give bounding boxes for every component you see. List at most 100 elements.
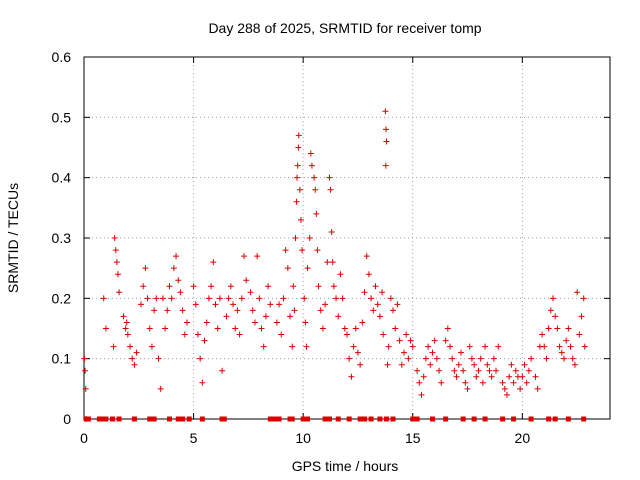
data-point [219, 367, 226, 374]
data-point-zero [103, 416, 109, 422]
data-point [368, 295, 375, 302]
data-point [312, 186, 319, 193]
data-point [258, 325, 265, 332]
data-point-zero [109, 416, 115, 422]
data-point [372, 283, 379, 290]
data-point [112, 247, 119, 254]
data-point [556, 343, 563, 350]
data-point [162, 325, 169, 332]
data-point [521, 361, 528, 368]
data-point [311, 174, 318, 181]
data-point [482, 343, 489, 350]
data-point [429, 349, 436, 356]
data-point [462, 379, 469, 386]
data-point [344, 331, 350, 338]
data-point [225, 295, 232, 302]
data-point [168, 295, 175, 302]
data-point [123, 319, 130, 326]
data-point-zero [552, 416, 558, 422]
data-point [314, 247, 321, 254]
data-point [181, 331, 188, 338]
data-point [354, 349, 361, 356]
data-point [175, 277, 182, 284]
x-tick-label: 5 [190, 430, 198, 446]
data-point [422, 355, 429, 362]
data-point [361, 289, 368, 296]
y-tick-label: 0.2 [52, 290, 72, 306]
data-point-zero [289, 416, 295, 422]
data-point [468, 355, 475, 362]
data-point [384, 361, 391, 368]
data-point [319, 325, 326, 332]
data-point [124, 331, 131, 338]
data-point [453, 373, 460, 380]
data-point-zero [180, 416, 186, 422]
data-point [436, 367, 443, 374]
data-point [306, 235, 313, 241]
data-point-zero [383, 416, 389, 422]
data-point [506, 373, 513, 380]
data-point [499, 379, 506, 386]
data-point [427, 361, 434, 368]
data-point [416, 379, 423, 386]
data-point [550, 295, 557, 302]
data-point [155, 355, 162, 362]
data-point [464, 385, 471, 392]
data-point [313, 210, 320, 217]
data-point-zero [99, 416, 105, 422]
data-point [473, 373, 480, 380]
data-point [425, 343, 432, 350]
data-point-zero [528, 416, 534, 422]
data-point [475, 367, 482, 374]
data-point [238, 295, 245, 302]
data-point [449, 355, 456, 362]
data-point-zero [335, 416, 341, 422]
y-tick-label: 0 [63, 411, 71, 427]
data-point [190, 283, 197, 290]
data-point-zero [565, 416, 571, 422]
data-point [503, 391, 510, 398]
data-point-zero [346, 416, 352, 422]
data-point [133, 349, 140, 356]
data-point [216, 295, 223, 302]
x-tick-label: 20 [515, 430, 531, 446]
data-point [265, 283, 272, 290]
data-point [111, 235, 118, 241]
data-point [214, 325, 221, 332]
data-point-zero [166, 416, 172, 422]
data-point [484, 361, 491, 368]
data-point [479, 379, 486, 386]
data-point [376, 313, 383, 320]
data-point [205, 295, 212, 302]
data-point [197, 355, 204, 362]
data-point [569, 355, 576, 362]
data-point [558, 349, 565, 356]
data-point [153, 295, 160, 302]
data-point [394, 301, 401, 308]
data-point-zero [326, 416, 332, 422]
data-point [308, 162, 315, 169]
data-point [387, 295, 394, 302]
data-point [329, 259, 336, 266]
data-point [322, 301, 329, 308]
data-point [164, 307, 171, 314]
data-point-zero [322, 416, 328, 422]
data-point [142, 265, 149, 272]
data-point [438, 379, 445, 386]
data-point [159, 295, 166, 302]
data-point [565, 325, 572, 332]
data-point-zero [482, 416, 488, 422]
data-point-zero [151, 416, 157, 422]
data-point-zero [357, 416, 363, 422]
data-point [287, 313, 294, 320]
data-point [282, 247, 289, 254]
data-point-zero [300, 416, 306, 422]
data-point [545, 325, 552, 332]
x-tick-label: 10 [295, 430, 311, 446]
data-point [363, 253, 370, 260]
data-point [297, 216, 304, 223]
data-point-zero [272, 416, 278, 422]
data-point [352, 325, 359, 332]
data-point [291, 307, 298, 314]
y-tick-label: 0.4 [52, 170, 72, 186]
